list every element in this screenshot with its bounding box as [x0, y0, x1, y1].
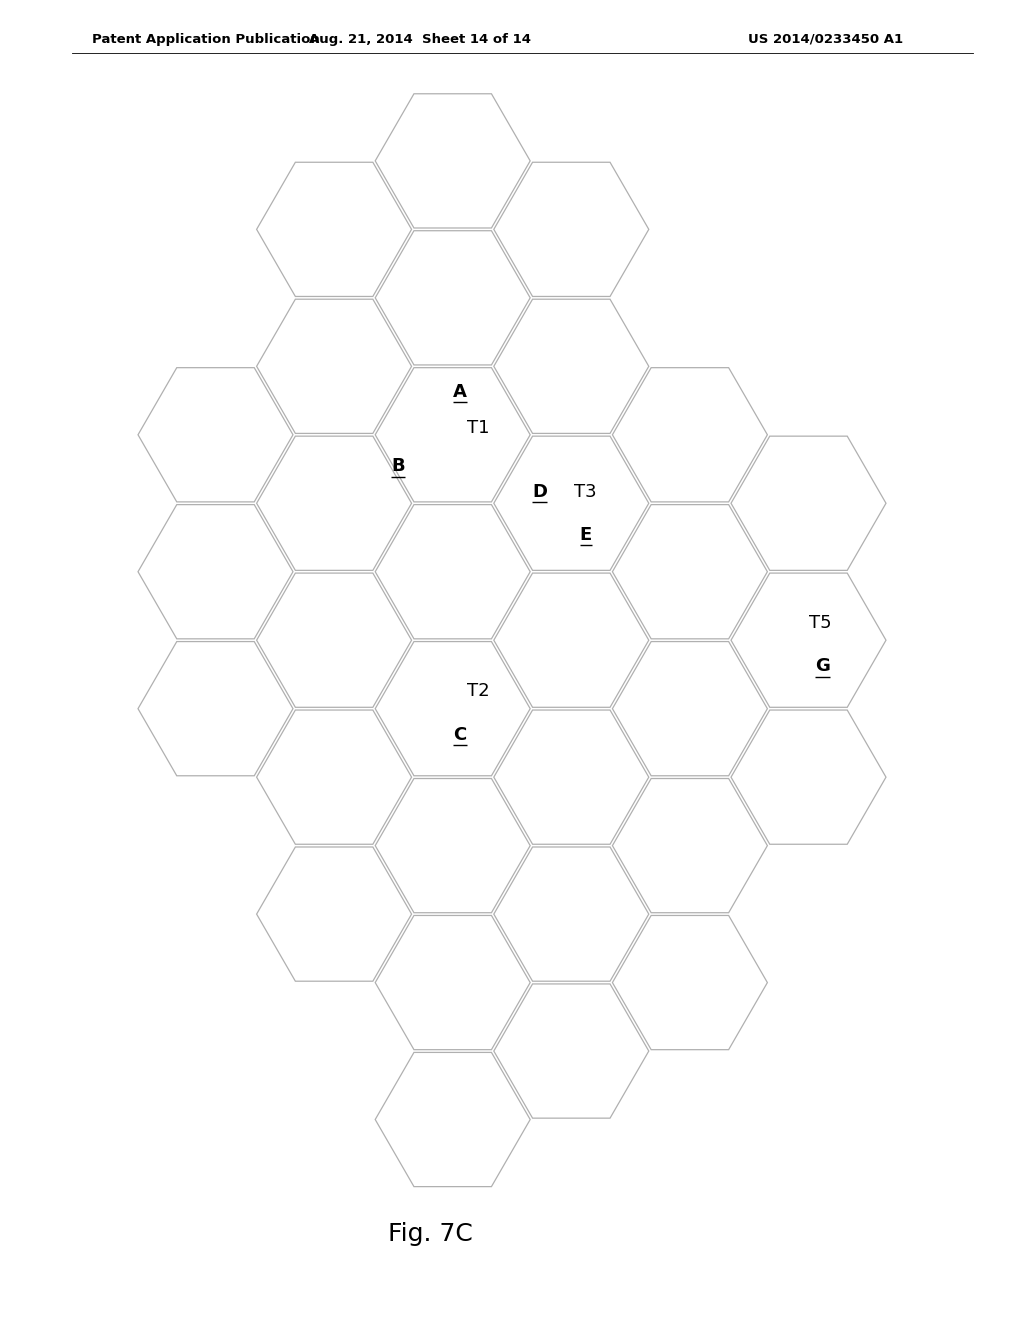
Text: Aug. 21, 2014  Sheet 14 of 14: Aug. 21, 2014 Sheet 14 of 14 — [309, 33, 530, 46]
Polygon shape — [375, 642, 530, 776]
Polygon shape — [375, 94, 530, 228]
Polygon shape — [375, 1052, 530, 1187]
Polygon shape — [494, 573, 649, 708]
Text: B: B — [391, 458, 404, 475]
Polygon shape — [257, 847, 412, 981]
Text: A: A — [453, 383, 467, 401]
Polygon shape — [138, 642, 293, 776]
Polygon shape — [612, 642, 767, 776]
Polygon shape — [375, 504, 530, 639]
Polygon shape — [375, 368, 530, 502]
Text: T1: T1 — [467, 418, 489, 437]
Polygon shape — [257, 436, 412, 570]
Polygon shape — [494, 983, 649, 1118]
Text: Fig. 7C: Fig. 7C — [388, 1222, 472, 1246]
Polygon shape — [257, 710, 412, 845]
Text: US 2014/0233450 A1: US 2014/0233450 A1 — [748, 33, 902, 46]
Polygon shape — [731, 436, 886, 570]
Polygon shape — [612, 779, 767, 912]
Polygon shape — [494, 162, 649, 297]
Text: C: C — [454, 726, 467, 743]
Polygon shape — [257, 573, 412, 708]
Polygon shape — [612, 916, 767, 1049]
Polygon shape — [138, 504, 293, 639]
Polygon shape — [494, 710, 649, 845]
Polygon shape — [494, 847, 649, 981]
Polygon shape — [731, 710, 886, 845]
Polygon shape — [257, 300, 412, 433]
Text: T3: T3 — [574, 483, 597, 500]
Text: T2: T2 — [467, 682, 489, 701]
Polygon shape — [257, 162, 412, 297]
Text: G: G — [815, 657, 830, 675]
Polygon shape — [612, 504, 767, 639]
Text: T5: T5 — [809, 614, 831, 632]
Text: D: D — [532, 483, 547, 500]
Polygon shape — [375, 779, 530, 912]
Text: E: E — [580, 525, 592, 544]
Text: Patent Application Publication: Patent Application Publication — [92, 33, 319, 46]
Polygon shape — [731, 573, 886, 708]
Polygon shape — [375, 916, 530, 1049]
Polygon shape — [138, 368, 293, 502]
Polygon shape — [494, 300, 649, 433]
Polygon shape — [612, 368, 767, 502]
Polygon shape — [494, 436, 649, 570]
Polygon shape — [375, 231, 530, 364]
